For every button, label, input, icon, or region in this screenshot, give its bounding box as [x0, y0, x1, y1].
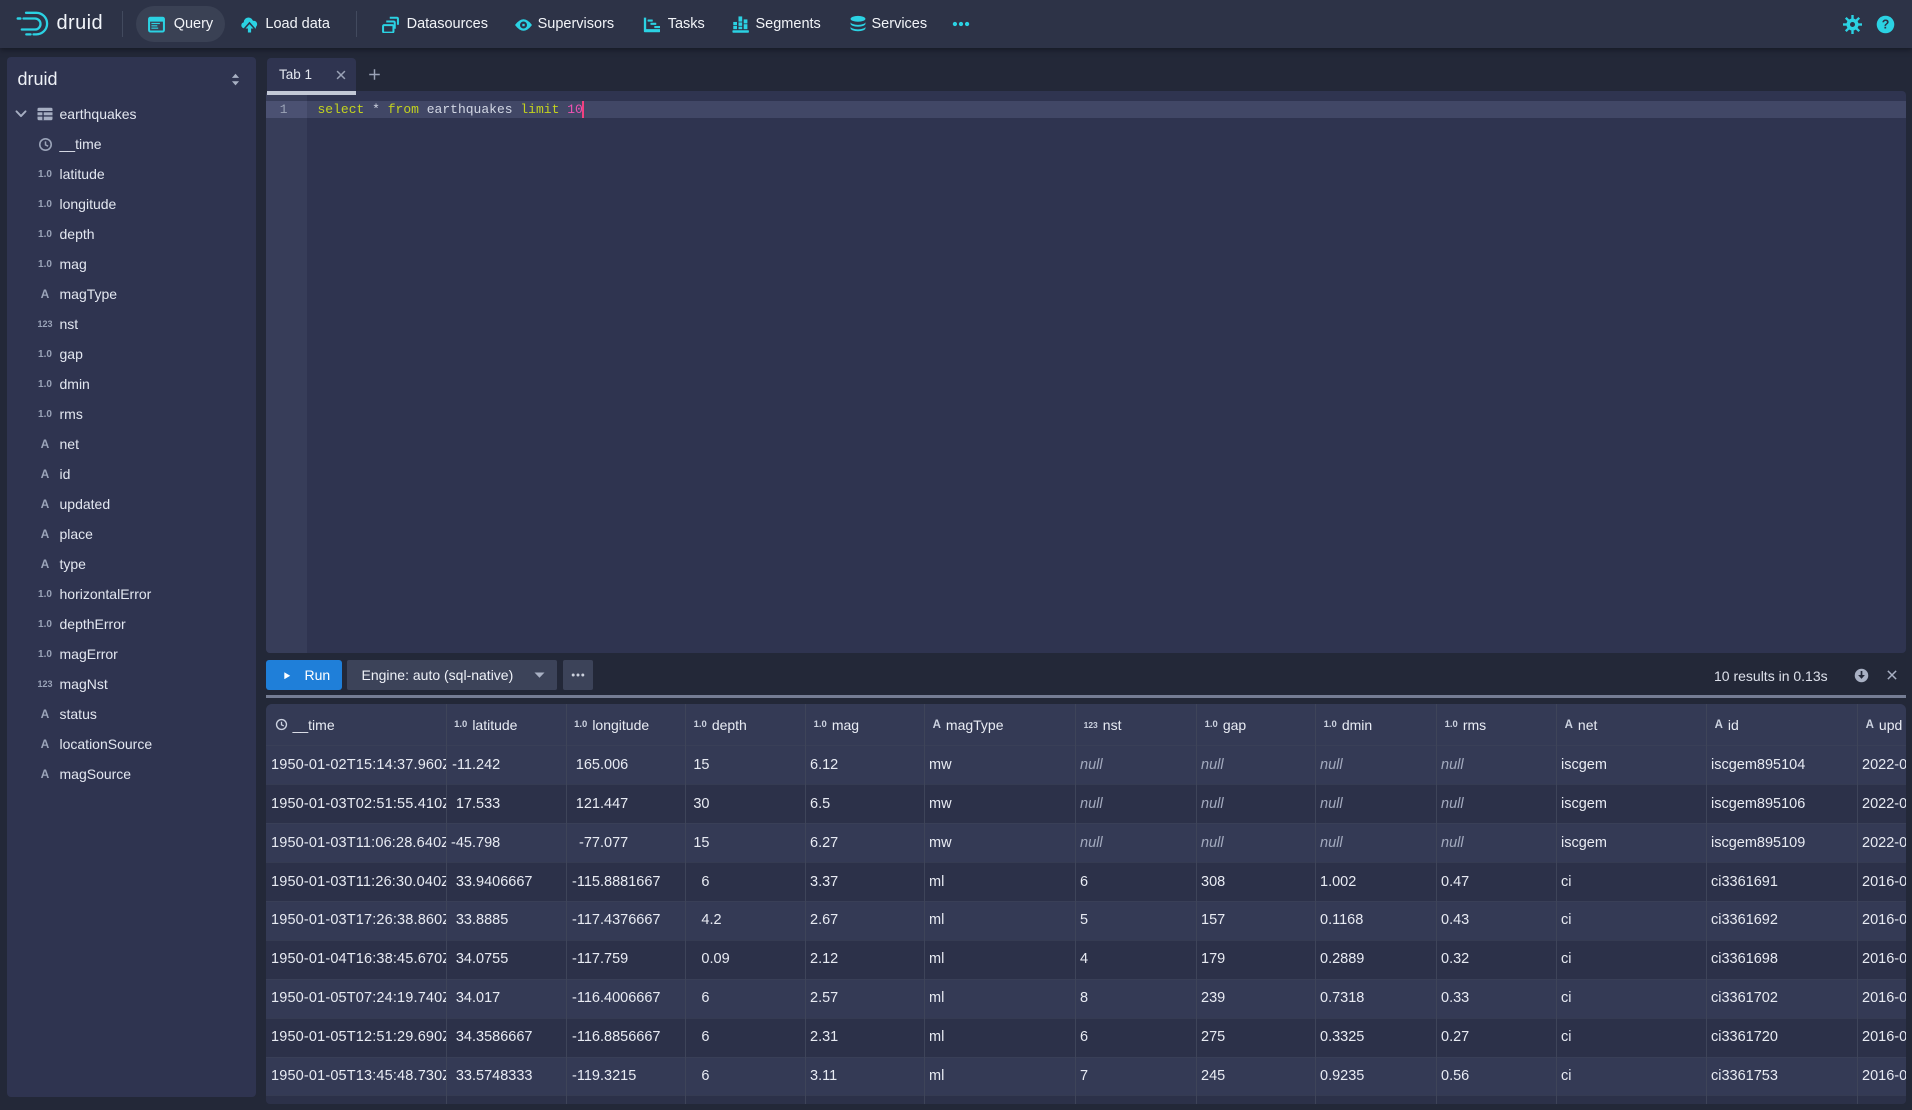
svg-text:?: ? [1882, 17, 1890, 31]
